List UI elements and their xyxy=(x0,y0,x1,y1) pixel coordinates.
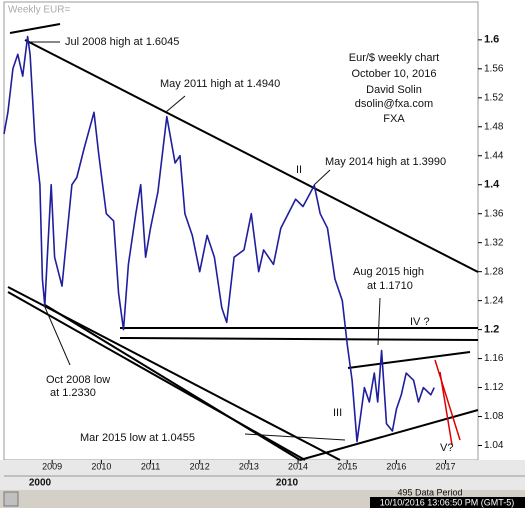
trend-line xyxy=(24,39,479,273)
y-tick-label: 1.24 xyxy=(484,295,504,306)
chart-title: Weekly EUR= xyxy=(8,5,70,16)
price-line xyxy=(3,35,435,443)
x-tick-label: 2015 xyxy=(337,461,357,471)
annotation: May 2014 high at 1.3990 xyxy=(325,156,446,168)
leader xyxy=(43,304,71,366)
note-text: Eur/$ weekly chart xyxy=(349,52,439,64)
leader xyxy=(313,169,331,186)
leader xyxy=(244,433,346,441)
annotation: V? xyxy=(440,442,453,454)
annotation: III xyxy=(333,407,342,419)
y-tick-label: 1.08 xyxy=(484,411,504,422)
y-tick-label: 1.56 xyxy=(484,63,504,74)
y-tick-label: 1.48 xyxy=(484,121,504,132)
note-text: David Solin xyxy=(366,84,422,96)
x-tick-label: 2013 xyxy=(239,461,259,471)
y-tick-label: 1.44 xyxy=(484,150,504,161)
annotation: Aug 2015 high xyxy=(353,266,424,278)
scroll-button[interactable] xyxy=(3,491,19,507)
annotation: Mar 2015 low at 1.0455 xyxy=(80,432,195,444)
trend-line xyxy=(44,304,301,461)
x-tick-label: 2017 xyxy=(436,461,456,471)
trend-line xyxy=(347,351,471,369)
trend-line xyxy=(119,337,479,341)
trend-line xyxy=(439,371,453,446)
decade-label: 2000 xyxy=(29,478,52,489)
note-text: FXA xyxy=(383,113,405,125)
x-tick-label: 2010 xyxy=(91,461,111,471)
x-tick-label: 2011 xyxy=(141,461,160,471)
status-text: 10/10/2016 13:06:50 PM (GMT-5) xyxy=(380,497,515,507)
y-tick-label: 1.32 xyxy=(484,237,504,248)
y-tick-label: 1.6 xyxy=(484,34,499,46)
y-tick-label: 1.16 xyxy=(484,353,504,364)
y-tick-label: 1.28 xyxy=(484,266,504,277)
leader xyxy=(165,95,186,113)
status-text: 495 Data Period xyxy=(397,487,462,497)
note-text: dsolin@fxa.com xyxy=(355,98,433,110)
annotation: at 1.2330 xyxy=(50,387,96,399)
x-tick-label: 2012 xyxy=(190,461,210,471)
trend-lines xyxy=(7,23,479,461)
annotation: IV ? xyxy=(410,316,430,328)
annotation: II xyxy=(296,164,302,176)
status-box xyxy=(370,497,525,508)
y-tick-label: 1.2 xyxy=(484,324,499,336)
leader xyxy=(377,297,381,346)
note-text: October 10, 2016 xyxy=(351,68,436,80)
annotation: Oct 2008 low xyxy=(46,374,110,386)
x-tick-label: 2014 xyxy=(288,461,308,471)
annotation: at 1.1710 xyxy=(367,280,413,292)
y-tick-label: 1.4 xyxy=(484,179,500,191)
trend-line xyxy=(9,23,61,34)
y-tick-label: 1.04 xyxy=(484,440,504,451)
x-tick-label: 2009 xyxy=(42,461,62,471)
annotation: Jul 2008 high at 1.6045 xyxy=(65,36,179,48)
y-tick-label: 1.12 xyxy=(484,382,504,393)
y-tick-label: 1.52 xyxy=(484,92,504,103)
annotation: May 2011 high at 1.4940 xyxy=(160,78,280,90)
x-tick-label: 2016 xyxy=(386,461,406,471)
trend-line xyxy=(434,359,461,441)
y-tick-label: 1.36 xyxy=(484,208,504,219)
decade-label: 2010 xyxy=(276,478,299,489)
